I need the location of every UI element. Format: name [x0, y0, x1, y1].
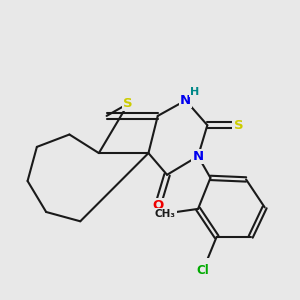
Text: S: S: [124, 97, 133, 110]
Text: H: H: [190, 87, 199, 97]
Text: S: S: [233, 119, 243, 132]
Text: Cl: Cl: [196, 264, 209, 278]
Text: O: O: [152, 199, 164, 212]
Text: CH₃: CH₃: [155, 208, 176, 218]
Text: N: N: [180, 94, 191, 107]
Text: N: N: [193, 150, 204, 163]
